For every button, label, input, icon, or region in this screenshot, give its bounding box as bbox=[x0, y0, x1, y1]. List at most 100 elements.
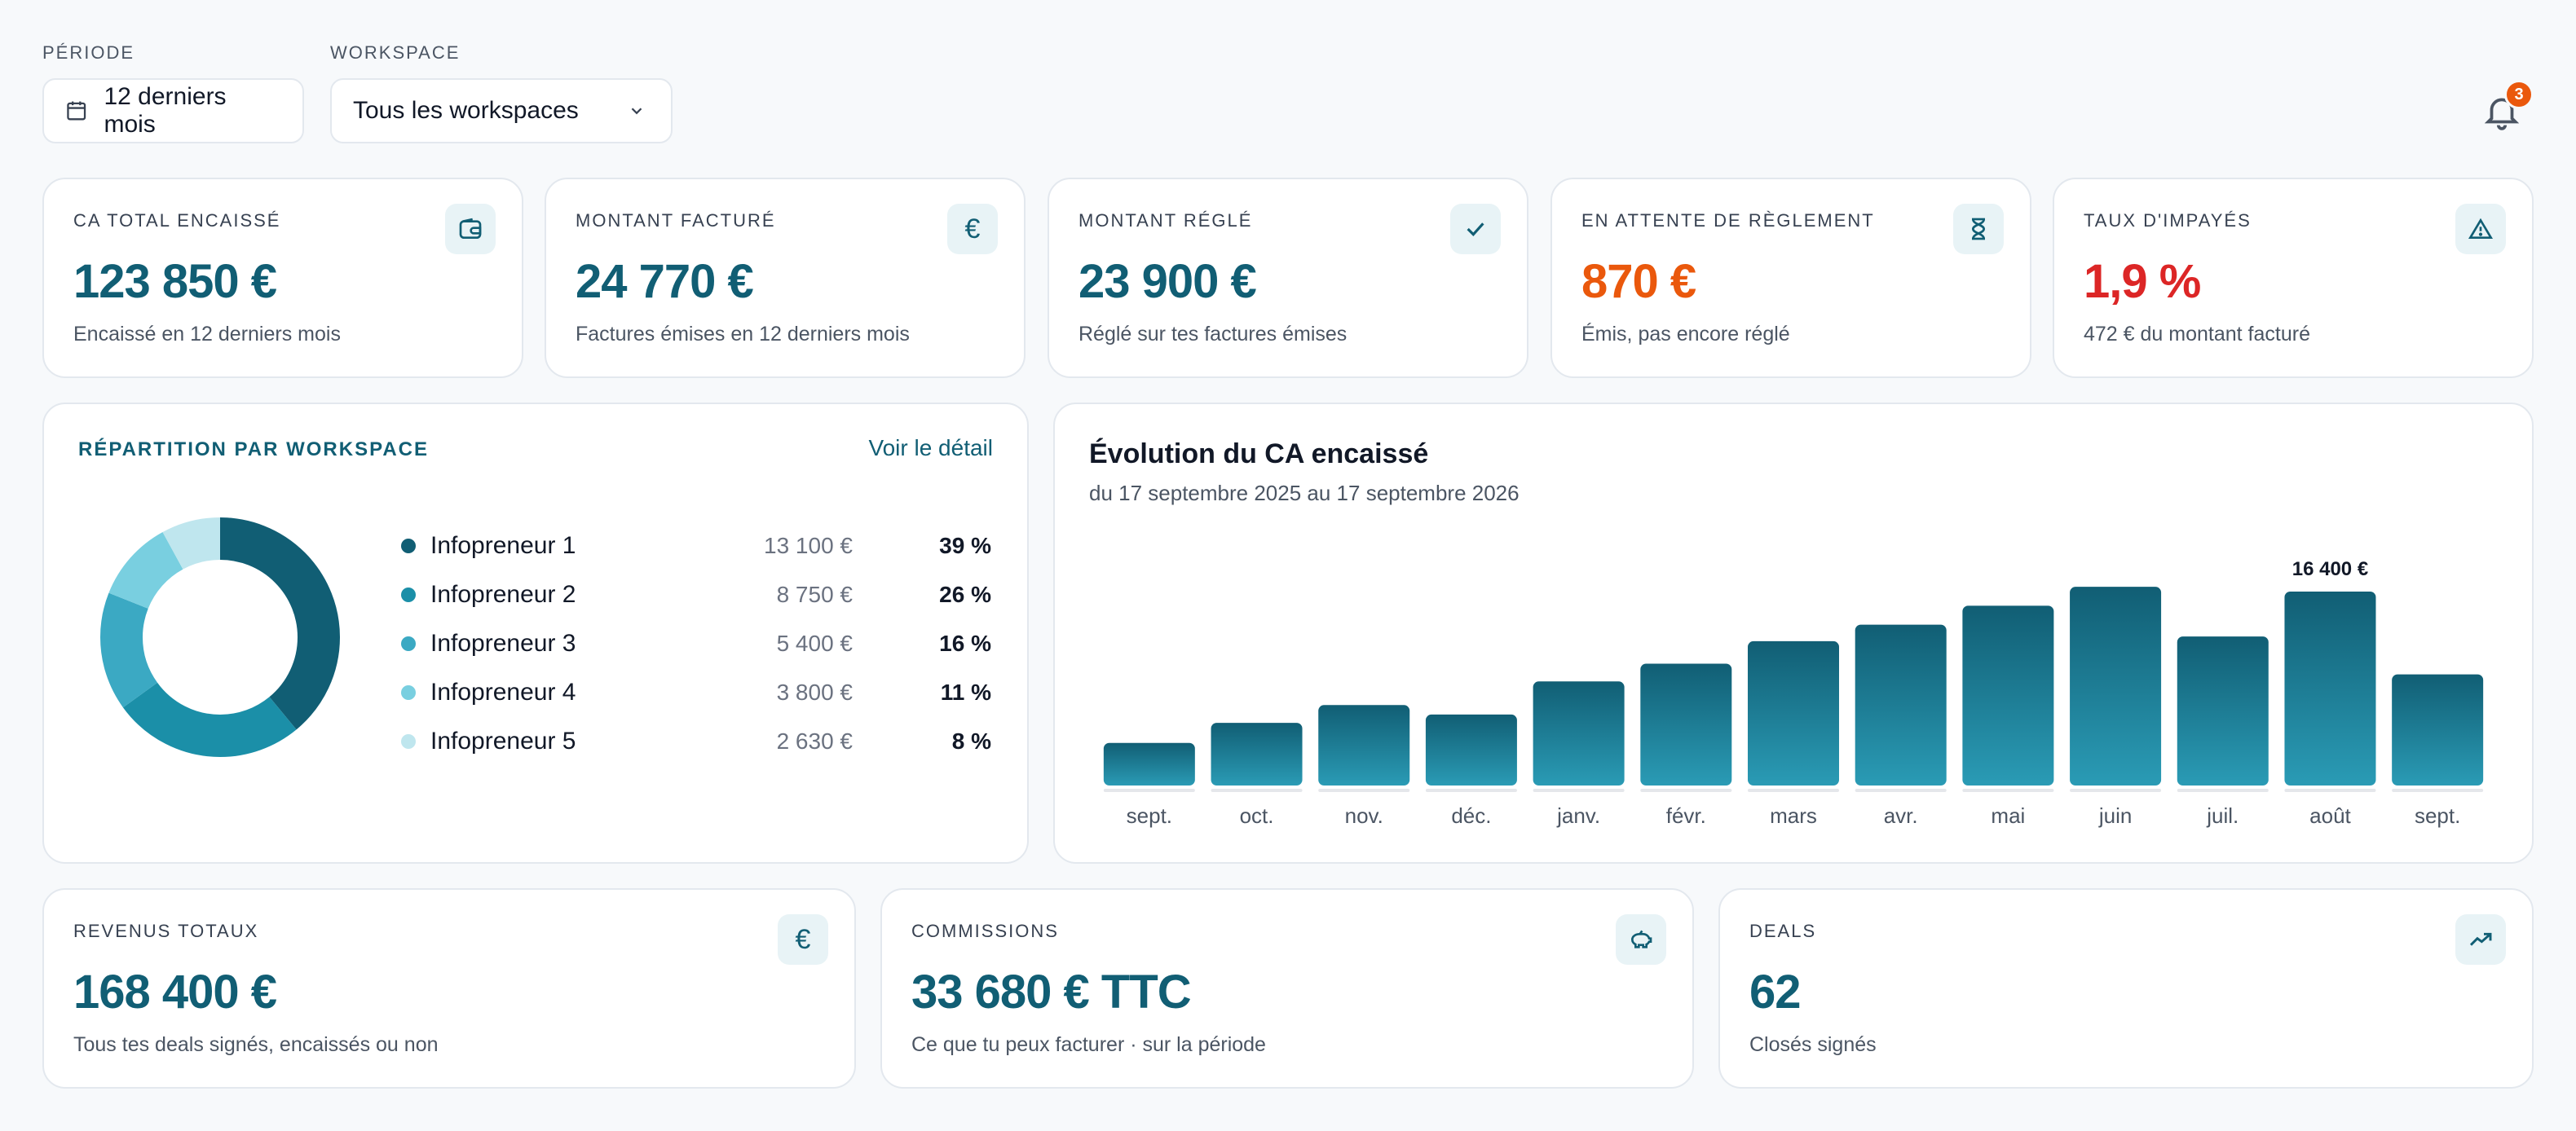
chart-bar[interactable] bbox=[1318, 705, 1410, 786]
chart-bar-baseline bbox=[1855, 789, 1947, 792]
wallet-icon bbox=[445, 204, 496, 254]
bar-data-label: 16 400 € bbox=[2292, 558, 2368, 580]
x-tick-label: mai bbox=[1991, 803, 2025, 828]
legend-dot bbox=[401, 636, 416, 651]
chart-bar-baseline bbox=[2392, 789, 2484, 792]
legend-item: Infopreneur 3 5 400 € 16 % bbox=[399, 619, 991, 668]
piggy-bank-icon bbox=[1616, 914, 1666, 965]
x-tick-label: sept. bbox=[1127, 803, 1172, 828]
legend-name: Infopreneur 2 bbox=[430, 581, 576, 608]
period-filter: PÉRIODE 12 derniers mois bbox=[42, 42, 304, 143]
chart-bar[interactable] bbox=[2070, 587, 2162, 786]
kpi-card-montant-regle: MONTANT RÉGLÉ 23 900 € Réglé sur tes fac… bbox=[1048, 178, 1528, 378]
legend-name: Infopreneur 4 bbox=[430, 679, 576, 706]
kpi-value: 23 900 € bbox=[1078, 255, 1257, 308]
legend-amount: 3 800 € bbox=[776, 680, 853, 705]
kpi-card-en-attente: EN ATTENTE DE RÈGLEMENT 870 € Émis, pas … bbox=[1550, 178, 2031, 378]
legend-amount: 8 750 € bbox=[776, 582, 853, 607]
workspace-legend: Infopreneur 1 13 100 € 39 % Infopreneur … bbox=[399, 521, 991, 766]
kpi-card-taux-impayes: TAUX D'IMPAYÉS 1,9 % 472 € du montant fa… bbox=[2053, 178, 2534, 378]
legend-item: Infopreneur 4 3 800 € 11 % bbox=[399, 668, 991, 717]
legend-dot bbox=[401, 588, 416, 602]
legend-dot bbox=[401, 685, 416, 700]
kpi-value: 1,9 % bbox=[2084, 255, 2201, 308]
kpi-value: 33 680 € TTC bbox=[911, 966, 1192, 1019]
legend-amount: 5 400 € bbox=[776, 631, 853, 656]
legend-percent: 8 % bbox=[951, 728, 991, 754]
repartition-card: RÉPARTITION PAR WORKSPACE Voir le détail… bbox=[42, 403, 1029, 864]
chart-bar-baseline bbox=[2284, 789, 2376, 792]
chart-bar[interactable] bbox=[1962, 605, 2054, 786]
legend-item: Infopreneur 1 13 100 € 39 % bbox=[399, 521, 991, 570]
kpi-value: 24 770 € bbox=[576, 255, 754, 308]
legend-dot bbox=[401, 734, 416, 749]
kpi-subtitle: Ce que tu peux facturer · sur la période bbox=[911, 1033, 1266, 1056]
chart-bar[interactable] bbox=[2284, 591, 2376, 786]
legend-item: Infopreneur 2 8 750 € 26 % bbox=[399, 570, 991, 619]
chart-bar[interactable] bbox=[1425, 714, 1517, 786]
calendar-icon bbox=[67, 101, 86, 121]
x-tick-label: févr. bbox=[1666, 803, 1706, 828]
chart-bar[interactable] bbox=[2177, 636, 2269, 786]
chart-bar[interactable] bbox=[2392, 674, 2484, 786]
notification-badge: 3 bbox=[2504, 80, 2534, 109]
chart-bar-baseline bbox=[2070, 789, 2162, 792]
chart-bar-baseline bbox=[1962, 789, 2054, 792]
x-tick-label: avr. bbox=[1884, 803, 1918, 828]
chart-bar[interactable] bbox=[1748, 640, 1839, 786]
legend-percent: 16 % bbox=[939, 631, 991, 656]
period-select[interactable]: 12 derniers mois bbox=[42, 78, 304, 143]
donut-slice bbox=[100, 517, 340, 757]
chart-bar-baseline bbox=[1211, 789, 1303, 792]
workspace-select[interactable]: Tous les workspaces bbox=[330, 78, 673, 143]
kpi-label: REVENUS TOTAUX bbox=[73, 921, 259, 941]
hourglass-icon bbox=[1953, 204, 2004, 254]
total-card-revenus: REVENUS TOTAUX 168 400 € Tous tes deals … bbox=[42, 888, 856, 1089]
chart-bar[interactable] bbox=[1103, 742, 1195, 786]
repartition-title: RÉPARTITION PAR WORKSPACE bbox=[78, 438, 430, 460]
chart-bar-baseline bbox=[2177, 789, 2269, 792]
kpi-label: TAUX D'IMPAYÉS bbox=[2084, 210, 2252, 231]
trending-up-icon bbox=[2455, 914, 2506, 965]
x-tick-label: janv. bbox=[1556, 803, 1600, 828]
workspace-value: Tous les workspaces bbox=[353, 97, 579, 124]
chart-bar[interactable] bbox=[1211, 723, 1303, 786]
kpi-value: 870 € bbox=[1581, 255, 1696, 308]
legend-dot bbox=[401, 539, 416, 553]
kpi-label: COMMISSIONS bbox=[911, 921, 1059, 941]
voir-detail-link[interactable]: Voir le détail bbox=[868, 435, 993, 460]
kpi-card-montant-facture: MONTANT FACTURÉ 24 770 € Factures émises… bbox=[545, 178, 1026, 378]
period-label: PÉRIODE bbox=[42, 42, 135, 63]
kpi-subtitle: Émis, pas encore réglé bbox=[1581, 323, 1790, 345]
x-tick-label: nov. bbox=[1345, 803, 1383, 828]
kpi-value: 123 850 € bbox=[73, 255, 277, 308]
kpi-subtitle: Factures émises en 12 derniers mois bbox=[576, 323, 910, 345]
chart-bar-baseline bbox=[1533, 789, 1625, 792]
euro-icon: € bbox=[947, 204, 998, 254]
chart-bar-baseline bbox=[1425, 789, 1517, 792]
chevron-down-icon bbox=[631, 108, 642, 115]
kpi-label: CA TOTAL ENCAISSÉ bbox=[73, 210, 281, 231]
chart-bar[interactable] bbox=[1640, 663, 1732, 786]
workspace-donut-chart bbox=[100, 517, 340, 757]
kpi-subtitle: Tous tes deals signés, encaissés ou non bbox=[73, 1033, 439, 1056]
chart-bar[interactable] bbox=[1855, 624, 1947, 786]
kpi-label: MONTANT FACTURÉ bbox=[576, 210, 776, 231]
kpi-subtitle: 472 € du montant facturé bbox=[2084, 323, 2310, 345]
workspace-label: WORKSPACE bbox=[330, 42, 461, 63]
total-card-deals: DEALS 62 Closés signés bbox=[1718, 888, 2534, 1089]
x-tick-label: oct. bbox=[1240, 803, 1274, 828]
legend-percent: 39 % bbox=[939, 533, 991, 558]
workspace-filter: WORKSPACE Tous les workspaces bbox=[330, 42, 673, 143]
check-icon bbox=[1450, 204, 1501, 254]
euro-icon: € bbox=[778, 914, 828, 965]
donut-slice bbox=[100, 517, 340, 757]
kpi-label: MONTANT RÉGLÉ bbox=[1078, 210, 1253, 231]
kpi-subtitle: Encaissé en 12 derniers mois bbox=[73, 323, 341, 345]
kpi-subtitle: Réglé sur tes factures émises bbox=[1078, 323, 1348, 345]
chart-bar[interactable] bbox=[1533, 681, 1625, 786]
chart-bar-baseline bbox=[1318, 789, 1410, 792]
x-tick-label: mars bbox=[1770, 803, 1817, 828]
x-tick-label: juin bbox=[2098, 803, 2132, 828]
x-tick-label: déc. bbox=[1451, 803, 1491, 828]
